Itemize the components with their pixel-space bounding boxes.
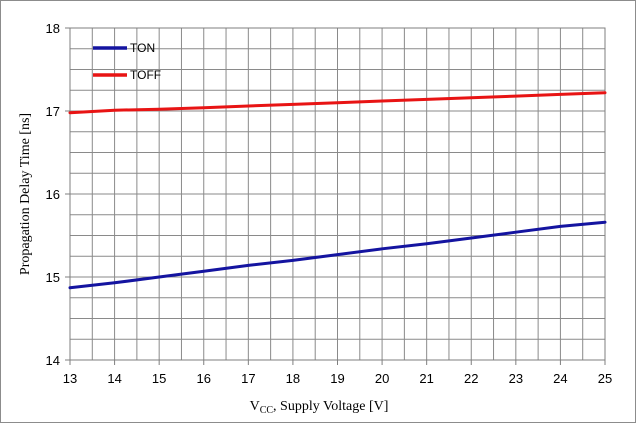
x-tick-label: 22 bbox=[464, 371, 478, 386]
x-tick-label: 15 bbox=[152, 371, 166, 386]
x-tick-label: 24 bbox=[553, 371, 567, 386]
x-tick-label: 13 bbox=[63, 371, 77, 386]
x-tick-labels: 13 14 15 16 17 18 19 20 21 22 23 24 25 bbox=[63, 360, 612, 386]
y-tick-label: 17 bbox=[46, 104, 60, 119]
y-tick-label: 15 bbox=[46, 270, 60, 285]
x-axis-title-main: V bbox=[250, 399, 260, 414]
x-tick-label: 17 bbox=[241, 371, 255, 386]
x-tick-label: 14 bbox=[107, 371, 121, 386]
x-tick-label: 21 bbox=[419, 371, 433, 386]
legend-label-toff: TOFF bbox=[130, 68, 161, 82]
x-tick-label: 18 bbox=[286, 371, 300, 386]
x-tick-label: 25 bbox=[598, 371, 612, 386]
x-axis-title-subscript: CC bbox=[260, 405, 274, 416]
y-tick-labels: 14 15 16 17 18 bbox=[46, 21, 70, 368]
y-axis-title: Propagation Delay Time [ns] bbox=[18, 113, 33, 275]
x-tick-label: 19 bbox=[330, 371, 344, 386]
x-axis-title-rest: , Supply Voltage [V] bbox=[273, 399, 388, 414]
series-layer bbox=[68, 91, 607, 290]
legend: TON TOFF bbox=[93, 41, 161, 82]
y-tick-label: 18 bbox=[46, 21, 60, 36]
y-tick-label: 14 bbox=[46, 353, 60, 368]
series-line-toff bbox=[68, 91, 607, 115]
x-tick-label: 20 bbox=[375, 371, 389, 386]
y-tick-label: 16 bbox=[46, 187, 60, 202]
x-tick-label: 16 bbox=[197, 371, 211, 386]
x-axis-title: VCC, Supply Voltage [V] bbox=[250, 399, 389, 416]
series-line-ton bbox=[68, 220, 607, 290]
x-tick-label: 23 bbox=[509, 371, 523, 386]
legend-label-ton: TON bbox=[130, 41, 155, 55]
